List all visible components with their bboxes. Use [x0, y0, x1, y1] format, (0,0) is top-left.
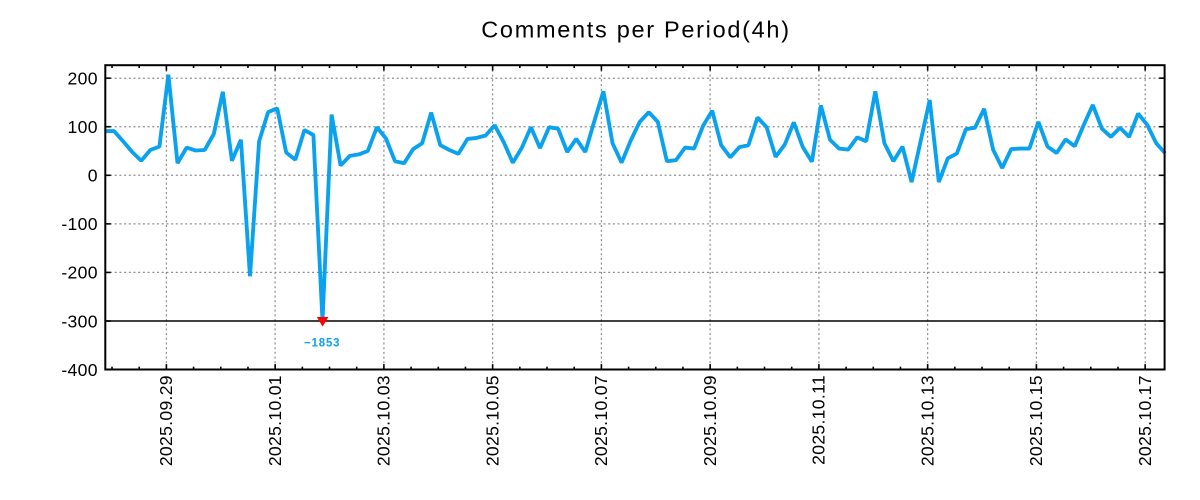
svg-text:2025.10.09: 2025.10.09 — [700, 375, 720, 466]
svg-text:2025.10.03: 2025.10.03 — [374, 375, 394, 466]
svg-text:2025.10.01: 2025.10.01 — [265, 375, 285, 466]
svg-text:2025.10.05: 2025.10.05 — [482, 375, 502, 466]
svg-text:-100: -100 — [61, 214, 97, 234]
svg-text:200: 200 — [68, 69, 98, 89]
svg-text:2025.10.13: 2025.10.13 — [917, 375, 937, 466]
svg-text:−1853: −1853 — [304, 337, 340, 349]
svg-text:0: 0 — [88, 166, 98, 186]
svg-text:2025.09.29: 2025.09.29 — [156, 375, 176, 466]
svg-text:2025.10.15: 2025.10.15 — [1026, 375, 1046, 466]
svg-text:Comments per Period(4h): Comments per Period(4h) — [481, 16, 790, 42]
svg-text:-300: -300 — [61, 311, 97, 331]
svg-text:2025.10.11: 2025.10.11 — [809, 375, 829, 465]
svg-text:-400: -400 — [61, 360, 97, 380]
svg-text:2025.10.17: 2025.10.17 — [1135, 375, 1155, 466]
svg-text:-200: -200 — [61, 263, 97, 283]
svg-text:2025.10.07: 2025.10.07 — [591, 375, 611, 466]
svg-text:100: 100 — [68, 117, 98, 137]
